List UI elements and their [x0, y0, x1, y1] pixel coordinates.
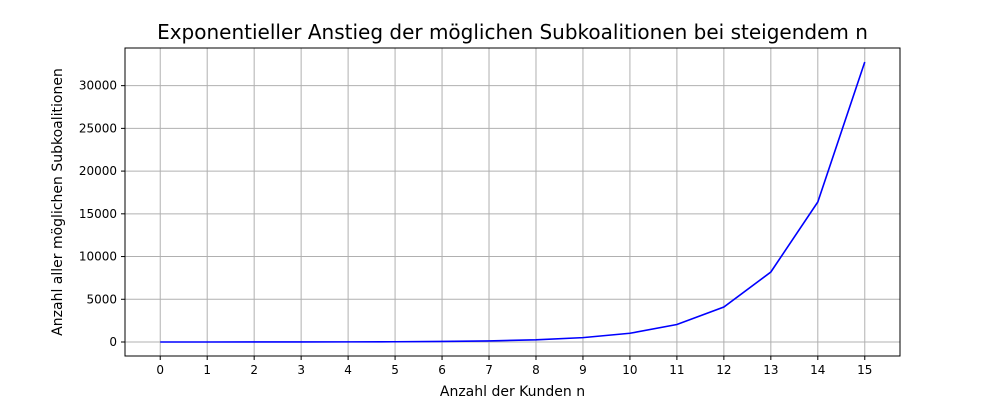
x-tick-label: 2 — [250, 363, 258, 377]
x-tick-label: 13 — [763, 363, 778, 377]
x-tick-label: 7 — [485, 363, 493, 377]
x-tick-label: 9 — [579, 363, 587, 377]
y-tick-label: 15000 — [79, 207, 117, 221]
x-tick-label: 5 — [391, 363, 399, 377]
plot-frame — [124, 47, 901, 357]
x-tick-label: 6 — [438, 363, 446, 377]
y-tick-label: 20000 — [79, 164, 117, 178]
chart-title: Exponentieller Anstieg der möglichen Sub… — [157, 20, 868, 44]
x-tick-label: 4 — [344, 363, 352, 377]
x-tick-label: 10 — [622, 363, 637, 377]
x-tick-label: 8 — [532, 363, 540, 377]
grid — [125, 48, 900, 356]
x-axis: 0 1 2 3 4 5 6 7 8 9 10 11 12 13 14 15 — [156, 356, 872, 377]
y-axis-label: Anzahl aller möglichen Subkoalitionen — [50, 68, 66, 336]
series-line — [160, 61, 866, 343]
y-tick-label: 10000 — [79, 250, 117, 264]
x-tick-label: 14 — [810, 363, 825, 377]
x-tick-label: 1 — [203, 363, 211, 377]
x-axis-label: Anzahl der Kunden n — [440, 384, 585, 400]
x-tick-label: 12 — [716, 363, 731, 377]
x-tick-label: 15 — [857, 363, 872, 377]
y-axis: 0 5000 10000 15000 20000 25000 30000 — [79, 79, 125, 349]
y-tick-label: 5000 — [86, 292, 117, 306]
x-tick-label: 0 — [156, 363, 164, 377]
series-layer — [160, 61, 866, 343]
y-tick-label: 30000 — [79, 79, 117, 93]
y-tick-label: 0 — [109, 335, 117, 349]
x-tick-label: 11 — [669, 363, 684, 377]
x-tick-label: 3 — [297, 363, 305, 377]
y-tick-label: 25000 — [79, 121, 117, 135]
